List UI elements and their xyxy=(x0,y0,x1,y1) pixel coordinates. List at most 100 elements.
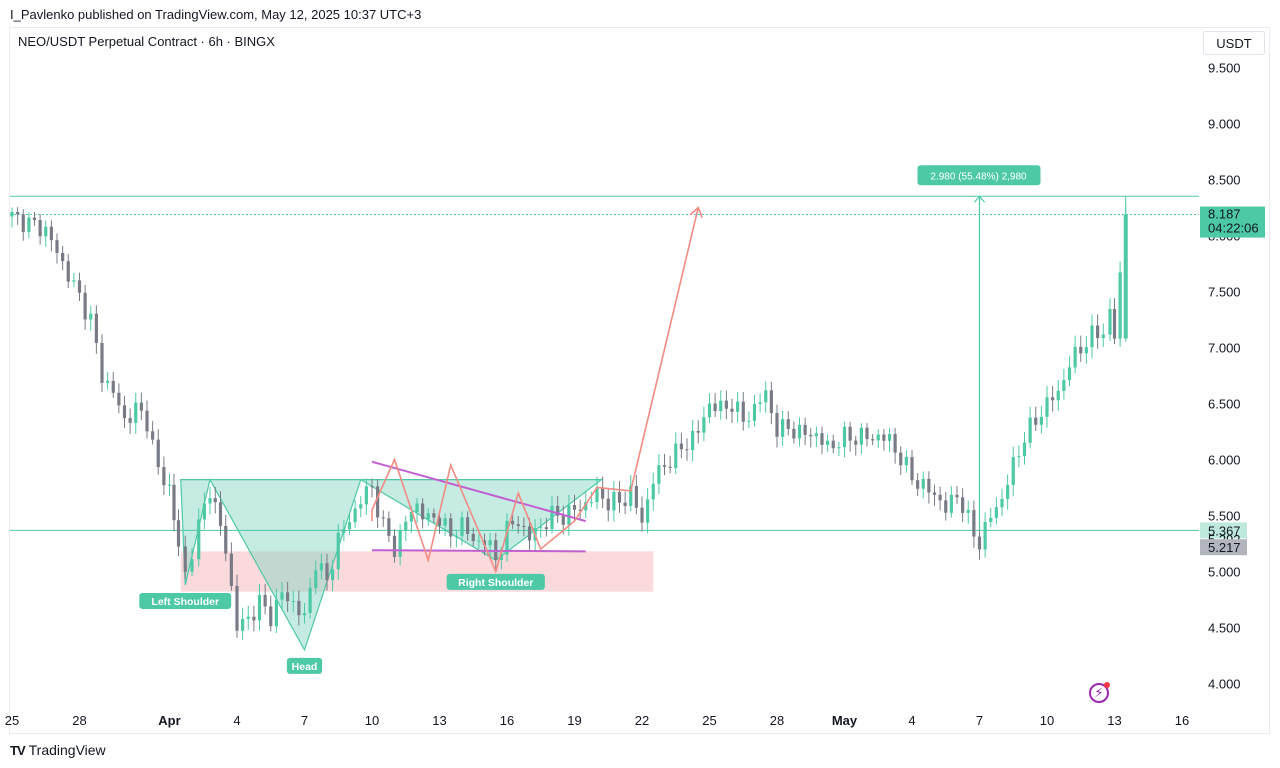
candle[interactable] xyxy=(117,392,121,406)
candle[interactable] xyxy=(747,420,751,422)
candle[interactable] xyxy=(511,520,515,525)
candle[interactable] xyxy=(1045,397,1049,417)
candle[interactable] xyxy=(359,504,363,509)
candle[interactable] xyxy=(1011,457,1015,485)
candle[interactable] xyxy=(302,613,307,616)
candle[interactable] xyxy=(1101,334,1105,339)
candle[interactable] xyxy=(662,465,667,467)
candle[interactable] xyxy=(252,616,256,621)
candle[interactable] xyxy=(544,527,548,530)
candle[interactable] xyxy=(21,214,25,232)
candle[interactable] xyxy=(893,434,897,453)
candle[interactable] xyxy=(1108,309,1112,335)
candle[interactable] xyxy=(820,433,824,445)
candle[interactable] xyxy=(111,380,115,393)
candle[interactable] xyxy=(460,517,464,536)
candle[interactable] xyxy=(949,494,953,513)
candle[interactable] xyxy=(77,280,82,293)
candle[interactable] xyxy=(499,554,503,561)
candle[interactable] xyxy=(730,408,734,412)
candle[interactable] xyxy=(1051,397,1055,401)
candle[interactable] xyxy=(44,226,48,237)
candle[interactable] xyxy=(1017,456,1021,458)
candle[interactable] xyxy=(910,457,914,481)
candle[interactable] xyxy=(797,424,802,439)
candle[interactable] xyxy=(589,502,593,504)
candle[interactable] xyxy=(398,530,402,557)
candle[interactable] xyxy=(471,533,475,542)
candle[interactable] xyxy=(617,491,622,503)
candle[interactable] xyxy=(128,418,132,423)
candle[interactable] xyxy=(719,400,723,412)
candle[interactable] xyxy=(651,483,655,500)
candle[interactable] xyxy=(437,517,442,526)
candle[interactable] xyxy=(274,599,278,627)
candle[interactable] xyxy=(977,536,982,550)
candle[interactable] xyxy=(865,427,869,440)
candle[interactable] xyxy=(319,563,323,571)
candle[interactable] xyxy=(612,491,616,511)
candle[interactable] xyxy=(1067,367,1072,381)
candle[interactable] xyxy=(27,217,31,232)
candle[interactable] xyxy=(561,515,565,525)
candle[interactable] xyxy=(286,592,290,602)
candle[interactable] xyxy=(741,401,745,422)
candle[interactable] xyxy=(89,313,93,320)
candle[interactable] xyxy=(1079,346,1083,354)
candle[interactable] xyxy=(854,440,858,445)
candle[interactable] xyxy=(696,430,700,433)
candle[interactable] xyxy=(151,431,155,440)
candle[interactable] xyxy=(106,380,110,383)
candle[interactable] xyxy=(567,504,571,525)
candle[interactable] xyxy=(932,492,937,495)
candle[interactable] xyxy=(381,517,385,519)
candle[interactable] xyxy=(83,292,87,320)
candle[interactable] xyxy=(646,499,650,523)
candle[interactable] xyxy=(764,390,768,403)
candle[interactable] xyxy=(364,486,368,505)
candle[interactable] xyxy=(156,439,160,468)
candle[interactable] xyxy=(527,526,532,541)
candle[interactable] xyxy=(342,528,346,533)
candle[interactable] xyxy=(657,465,661,484)
candle[interactable] xyxy=(72,280,76,282)
candle[interactable] xyxy=(1022,442,1027,457)
candle[interactable] xyxy=(955,494,959,498)
candle[interactable] xyxy=(197,519,201,560)
candle[interactable] xyxy=(724,400,728,409)
candle[interactable] xyxy=(426,513,430,520)
candle[interactable] xyxy=(477,540,481,542)
candle[interactable] xyxy=(269,606,273,627)
candle[interactable] xyxy=(229,553,233,586)
candle[interactable] xyxy=(263,594,267,607)
candle[interactable] xyxy=(786,419,790,429)
candle[interactable] xyxy=(859,427,863,445)
candle[interactable] xyxy=(899,452,903,466)
candle[interactable] xyxy=(449,518,453,537)
candle[interactable] xyxy=(584,502,588,511)
candle[interactable] xyxy=(443,518,447,526)
candle[interactable] xyxy=(1123,214,1128,339)
candle[interactable] xyxy=(176,520,181,547)
candle[interactable] xyxy=(1062,380,1066,391)
candle[interactable] xyxy=(172,484,176,521)
candle[interactable] xyxy=(308,587,312,614)
candle[interactable] xyxy=(49,226,53,241)
candle[interactable] xyxy=(145,410,149,432)
candle[interactable] xyxy=(713,403,717,412)
candle[interactable] xyxy=(421,503,425,520)
candle[interactable] xyxy=(640,507,644,523)
candle[interactable] xyxy=(882,434,886,441)
candle[interactable] xyxy=(826,440,830,445)
currency-button[interactable]: USDT xyxy=(1203,31,1265,55)
trendline[interactable] xyxy=(371,549,586,553)
candle[interactable] xyxy=(634,486,638,508)
candle[interactable] xyxy=(331,569,335,581)
candle[interactable] xyxy=(94,313,98,343)
candle[interactable] xyxy=(601,487,605,499)
candle[interactable] xyxy=(257,594,262,621)
candle[interactable] xyxy=(415,503,419,513)
candle[interactable] xyxy=(122,405,127,419)
candle[interactable] xyxy=(1006,484,1010,499)
